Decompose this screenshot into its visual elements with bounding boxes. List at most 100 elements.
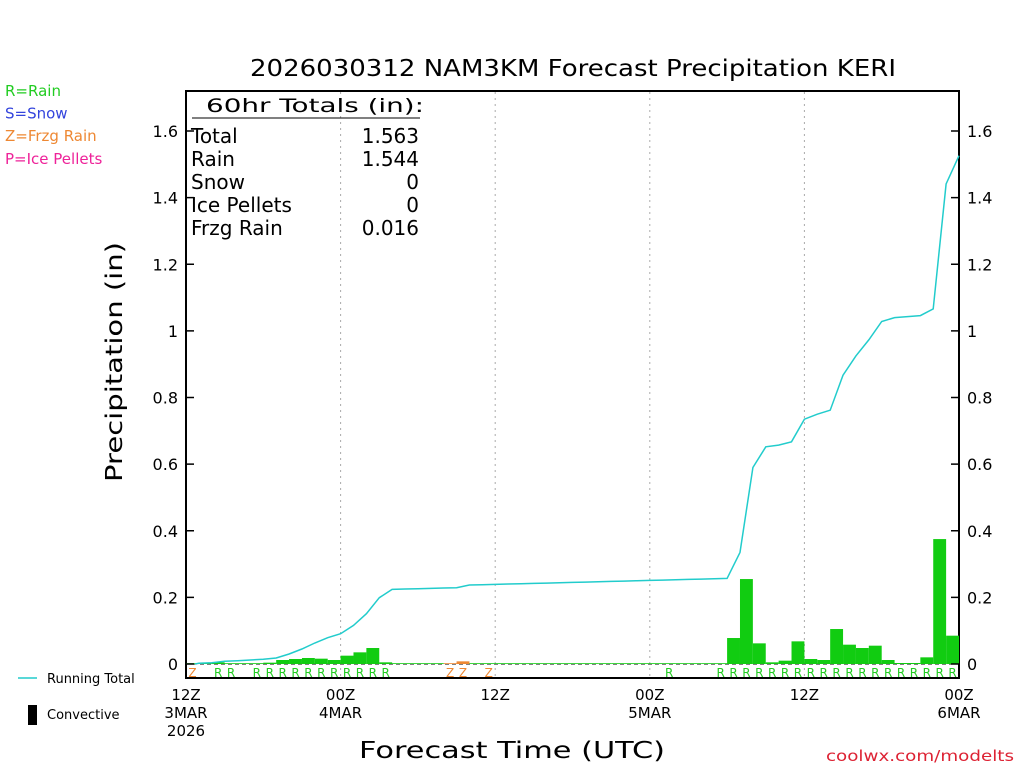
y-tick-label-left: 0.6 [153,455,178,474]
totals-row-value: 1.544 [362,147,419,171]
x-tick-label: 12Z [790,686,819,704]
precip-bar [405,663,418,664]
y-tick-label-left: 1 [168,322,178,341]
type-marker: R [382,666,390,680]
precip-bar [430,663,444,664]
y-axis-left: 0 0.2 0.4 0.6 0.8 1 1.2 1.4 1.6 [153,122,194,674]
y-tick-label-left: 1.6 [153,122,178,141]
precip-bar [688,663,702,664]
totals-row-value: 0.016 [362,216,419,240]
precip-type-legend: R=Rain S=Snow Z=Frzg Rain P=Ice Pellets [5,82,102,168]
y-tick-label-right: 0.8 [967,389,992,408]
type-legend-item: R=Rain [5,82,61,100]
type-marker: R [858,666,866,680]
y-tick-label-right: 1.6 [967,122,992,141]
x-tick-label: 5MAR [628,704,671,722]
precip-bar [791,641,805,664]
precip-bar [675,663,689,664]
x-tick-label: 12Z [171,686,200,704]
totals-row-label: Rain [191,147,235,171]
totals-row-value: 0 [406,170,419,194]
totals-row-label: Total [190,124,238,148]
precip-bar [289,659,302,664]
x-tick-label: 2026 [167,722,205,740]
precip-bar [392,663,406,664]
type-marker: R [820,666,828,680]
precip-bar [508,663,521,664]
precip-bar [224,663,238,664]
precip-bar [585,663,599,664]
legend-bar-swatch [28,705,37,725]
precip-bar [649,663,663,664]
precip-bar [701,663,715,664]
type-marker: R [266,666,274,680]
type-marker: R [304,666,312,680]
y-tick-label-right: 0.2 [967,588,992,607]
type-marker: R [781,666,789,680]
precip-bar [855,648,869,664]
type-marker: R [227,666,235,680]
precip-bar [624,663,637,664]
precip-bar [276,660,290,664]
y-tick-label-left: 0.4 [153,522,178,541]
type-marker: R [742,666,750,680]
type-marker: Z [485,666,493,680]
running-total-line [194,155,960,665]
type-marker: R [729,666,737,680]
type-marker: Z [459,666,467,680]
x-tick-label: 00Z [326,686,355,704]
x-tick-label: 6MAR [937,704,980,722]
type-marker: R [291,666,299,680]
type-marker: R [317,666,325,680]
type-marker: R [369,666,377,680]
totals-heading: 60hr Totals (in): [206,95,424,117]
legend-label: Running Total [47,672,135,687]
precip-bar [379,662,393,664]
precip-bar [662,663,676,664]
type-marker: R [343,666,351,680]
precip-bar [933,539,947,664]
plot-frame [185,90,960,679]
precip-bar [314,658,328,664]
totals-box: 60hr Totals (in): Total 1.563 Rain 1.544 Sno… [190,95,424,240]
y-tick-label-left: 0.8 [153,389,178,408]
precip-bar [533,663,547,664]
precip-bar [739,579,753,664]
type-marker: R [923,666,931,680]
precip-bar [907,663,921,664]
precip-bar [868,645,882,664]
type-marker: Z [188,666,196,680]
y-tick-label-right: 1.4 [967,189,992,208]
precip-bar [340,655,354,664]
precip-bar [804,659,818,664]
precip-bar [843,644,856,664]
series-legend: Running Total Convective [18,672,135,725]
x-tick-label: 12Z [481,686,510,704]
type-marker: R [330,666,338,680]
x-tick-label: 00Z [635,686,664,704]
y-tick-label-right: 0.6 [967,455,992,474]
y-tick-label-left: 1.2 [153,255,178,274]
precip-bar [894,663,908,664]
type-marker: R [948,666,956,680]
precip-bar [559,663,573,664]
chart-title: 2026030312 NAM3KM Forecast Precipitation… [250,56,896,82]
y-tick-label-right: 0 [967,655,977,674]
type-legend-item: Z=Frzg Rain [5,127,97,145]
type-marker: R [356,666,364,680]
totals-row-label: Snow [191,170,245,194]
precip-bar [211,662,225,664]
type-marker: R [755,666,763,680]
precip-bar [250,663,264,664]
totals-row-value: 1.563 [362,124,419,148]
precip-bar [263,662,277,664]
legend-label: Convective [47,708,120,723]
x-tick-label: 00Z [944,686,973,704]
y-tick-label-right: 1.2 [967,255,992,274]
precip-bar [546,663,560,664]
type-marker: R [936,666,944,680]
type-marker: R [884,666,892,680]
precip-bar [572,663,586,664]
precip-bar [920,657,934,664]
